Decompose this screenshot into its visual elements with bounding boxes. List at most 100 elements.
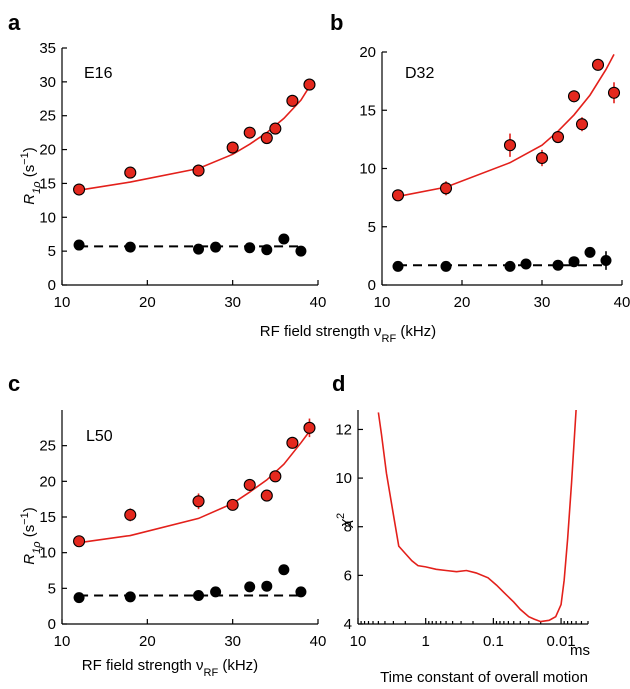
- panel-b: b D32 0 5 10 15 20 10 20 30 40: [330, 10, 630, 311]
- point-red-b: [535, 151, 549, 165]
- point-black-b: [392, 260, 404, 272]
- ylabel-d: χ2: [335, 513, 354, 529]
- fit-line-red-c: [78, 430, 311, 544]
- x-tick-label-b: 30: [534, 294, 551, 311]
- y-tick-label-b: 15: [359, 102, 376, 119]
- point-black-c: [261, 580, 273, 592]
- shared-xlabel-top: RF field strength νRF (kHz): [260, 323, 436, 345]
- point-red-a: [303, 78, 316, 91]
- y-tick-label-a: 10: [39, 209, 56, 226]
- x-tick-label-d: 0.1: [483, 633, 504, 650]
- point-red-c: [192, 495, 205, 508]
- xlabel-c-main: RF field strength ν: [82, 657, 204, 674]
- ylabel-a-close: ): [21, 147, 38, 152]
- y-tick-label-b: 0: [368, 277, 376, 294]
- xlabel-c-sub: RF: [204, 667, 219, 679]
- y-tick-label-a: 30: [39, 74, 56, 91]
- point-black-a: [295, 245, 307, 257]
- point-red-a: [73, 183, 86, 196]
- xlabel-c-unit: (kHz): [218, 657, 258, 674]
- panel-a: a E16 R1ρ (s−1) 0 5 10 15 20 25 30 35 10 20 30 40: [8, 10, 326, 311]
- point-red-c: [73, 535, 86, 548]
- point-black-a: [261, 244, 273, 256]
- point-red-a: [243, 126, 256, 139]
- ylabel-c-main: R: [21, 554, 38, 565]
- ylabel-c-sub: 1ρ: [31, 541, 43, 553]
- y-tick-label-a: 15: [39, 175, 56, 192]
- y-tick-label-c: 0: [48, 616, 56, 633]
- point-red-b: [575, 118, 589, 131]
- point-black-b: [584, 246, 596, 258]
- ylabel-a-sup: −1: [19, 152, 31, 165]
- point-black-a: [210, 241, 222, 253]
- y-tick-label-d: 12: [335, 421, 352, 438]
- x-tick-label-a: 20: [139, 294, 156, 311]
- ylabel-c-sup: −1: [19, 512, 31, 525]
- point-red-a: [226, 141, 239, 154]
- x-tick-label-d: 10: [350, 633, 367, 650]
- y-tick-label-b: 10: [359, 161, 376, 178]
- x-tick-label-b: 20: [454, 294, 471, 311]
- ylabel-d-sup: 2: [335, 513, 347, 519]
- panel-letter-d: d: [332, 371, 345, 396]
- point-black-c: [278, 564, 290, 576]
- y-tick-label-d: 6: [344, 567, 352, 584]
- y-tick-label-a: 25: [39, 108, 56, 125]
- point-black-a: [193, 243, 205, 255]
- x-tick-label-c: 30: [224, 633, 241, 650]
- y-tick-label-a: 5: [48, 243, 56, 260]
- point-black-b: [552, 259, 564, 271]
- ylabel-a-main: R: [21, 194, 38, 205]
- x-tick-label-d: 1: [422, 633, 430, 650]
- point-black-b: [568, 256, 580, 268]
- inset-label-c: L50: [86, 428, 113, 445]
- x-tick-label-b: 10: [374, 294, 391, 311]
- x-tick-label-a: 10: [54, 294, 71, 311]
- ylabel-c: R1ρ (s−1): [19, 507, 43, 564]
- point-red-b: [391, 189, 405, 202]
- point-black-c: [124, 591, 136, 603]
- point-black-b: [520, 258, 532, 270]
- point-black-c: [295, 586, 307, 598]
- point-red-c: [269, 470, 282, 483]
- y-tick-label-d: 4: [344, 616, 352, 633]
- x-tick-label-a: 40: [310, 294, 327, 311]
- point-red-a: [124, 166, 137, 179]
- x-tick-label-b: 40: [614, 294, 630, 311]
- y-tick-label-a: 20: [39, 142, 56, 159]
- ylabel-c-close: ): [21, 507, 38, 512]
- point-red-c: [260, 489, 273, 502]
- series-line-d: [377, 409, 577, 623]
- point-red-b: [551, 130, 565, 144]
- point-black-c: [193, 589, 205, 601]
- inset-label-b: D32: [405, 65, 434, 82]
- y-tick-label-b: 20: [359, 44, 376, 61]
- panel-d: d χ2 ms Time constant of overall motion …: [332, 371, 590, 686]
- xlabel-c: RF field strength νRF (kHz): [82, 657, 258, 679]
- x-unit-label-d: ms: [570, 642, 590, 659]
- y-tick-label-c: 5: [48, 580, 56, 597]
- point-black-c: [73, 592, 85, 604]
- point-black-a: [278, 233, 290, 245]
- fit-line-red-a: [78, 86, 311, 191]
- point-black-a: [73, 239, 85, 251]
- x-tick-label-c: 20: [139, 633, 156, 650]
- shared-xlabel-top-unit: (kHz): [396, 323, 436, 340]
- point-red-a: [269, 122, 282, 135]
- point-black-a: [244, 242, 256, 254]
- xlabel-d: Time constant of overall motion: [380, 669, 588, 686]
- point-red-b: [607, 86, 621, 99]
- point-red-b: [503, 139, 517, 152]
- x-tick-label-c: 40: [310, 633, 327, 650]
- x-tick-label-a: 30: [224, 294, 241, 311]
- y-tick-label-d: 10: [335, 470, 352, 487]
- shared-xlabel-top-main: RF field strength ν: [260, 323, 382, 340]
- point-red-c: [226, 498, 239, 511]
- point-red-c: [124, 508, 137, 521]
- y-tick-label-c: 10: [39, 545, 56, 562]
- point-red-c: [243, 478, 256, 491]
- point-red-b: [567, 90, 581, 103]
- panel-letter-c: c: [8, 371, 20, 396]
- y-tick-label-a: 35: [39, 40, 56, 57]
